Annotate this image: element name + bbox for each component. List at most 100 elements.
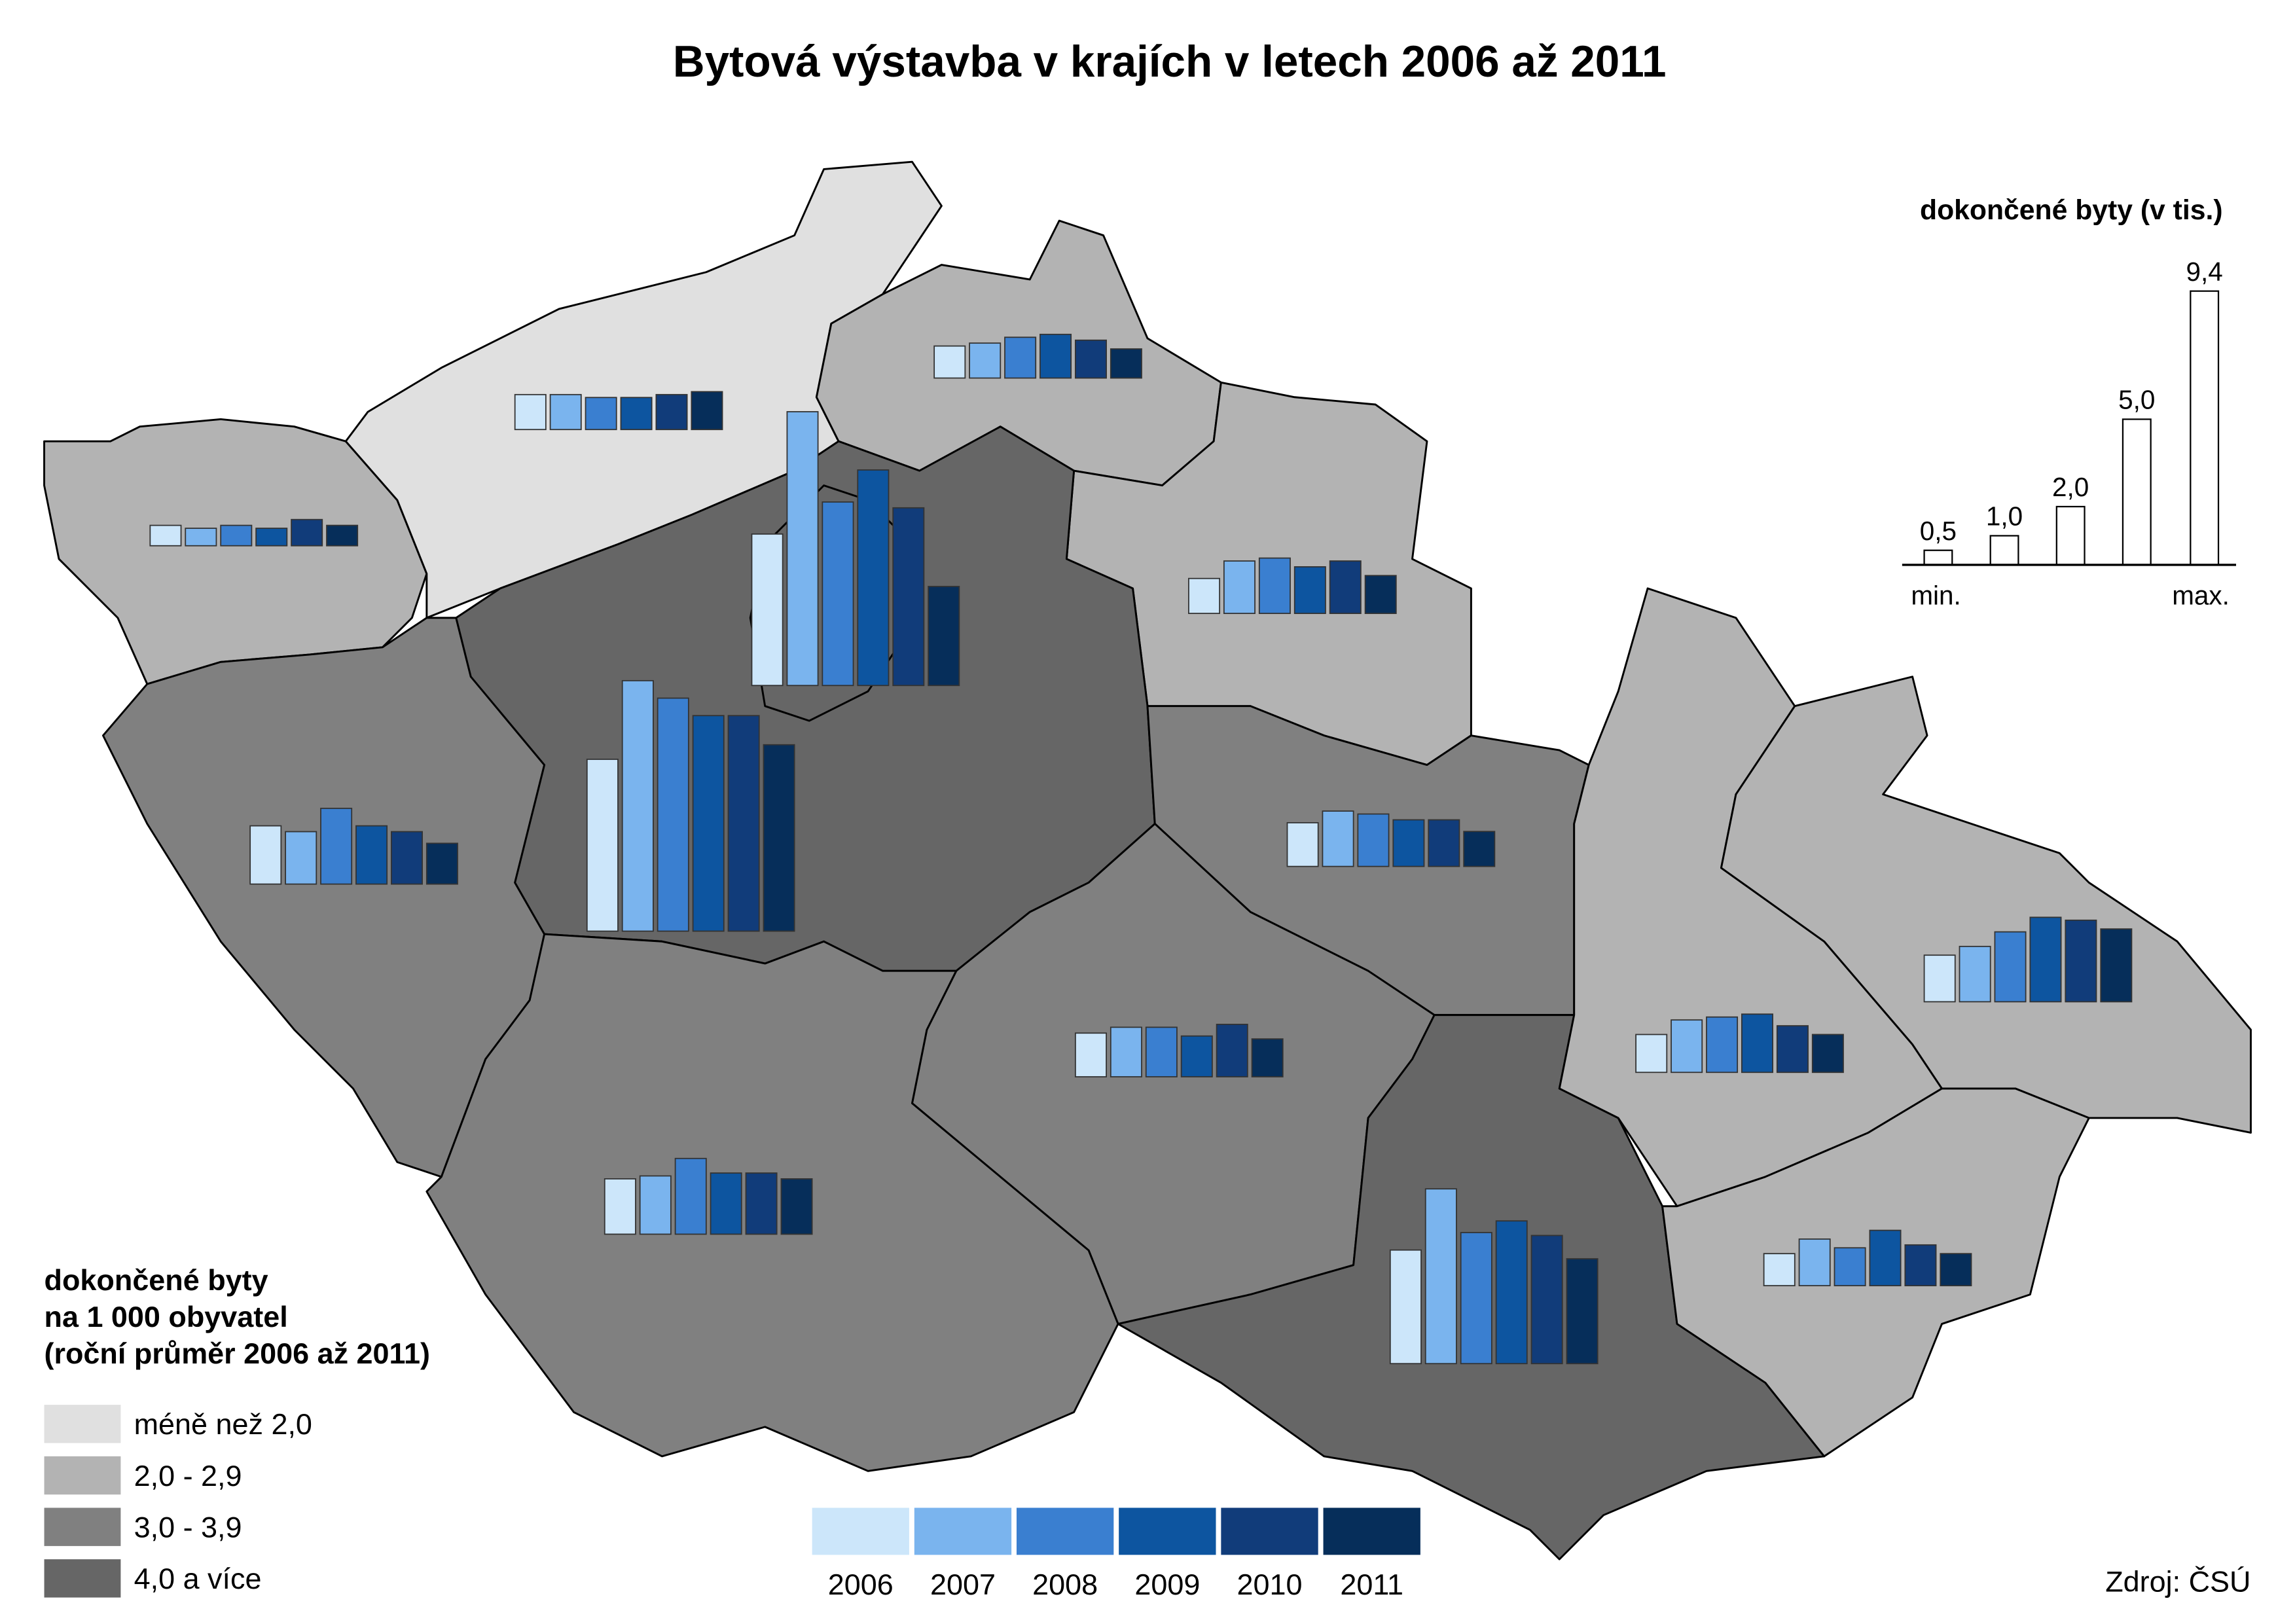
year-swatch <box>1016 1507 1114 1555</box>
size-bar <box>2122 418 2152 566</box>
region <box>1720 676 2252 1134</box>
legend-swatch <box>44 1507 121 1546</box>
year-swatch <box>914 1507 1012 1555</box>
bar <box>1706 1016 1739 1074</box>
size-label: 9,4 <box>2186 257 2223 287</box>
bar <box>1994 931 2027 1003</box>
size-label: 2,0 <box>2052 472 2089 502</box>
bar <box>1293 566 1326 615</box>
bar <box>655 393 688 431</box>
bar <box>1495 1220 1528 1365</box>
bar <box>291 518 323 547</box>
bar <box>692 715 725 932</box>
bar <box>710 1172 742 1235</box>
legend-title: (roční průměr 2006 až 2011) <box>45 1337 430 1370</box>
year-swatch <box>1119 1507 1216 1555</box>
bar <box>786 411 819 687</box>
bar <box>585 397 617 431</box>
bar <box>1074 339 1107 379</box>
legend-swatch <box>44 1456 121 1495</box>
bar <box>2065 919 2097 1003</box>
size-bar <box>1989 535 2019 566</box>
bar <box>1188 577 1221 615</box>
year-label: 2010 <box>1237 1568 1303 1601</box>
bar <box>586 759 619 932</box>
bar <box>2029 916 2062 1003</box>
bar <box>691 391 723 431</box>
size-max-label: max. <box>2172 581 2230 611</box>
year-label: 2011 <box>1340 1568 1403 1601</box>
bar <box>1530 1235 1563 1365</box>
legend-swatch <box>44 1405 121 1443</box>
bar <box>1671 1019 1703 1074</box>
legend-swatch <box>44 1559 121 1598</box>
legend-title: na 1 000 obyvatel <box>45 1300 288 1333</box>
size-label: 1,0 <box>1986 501 2023 532</box>
bar <box>780 1178 813 1235</box>
year-swatch <box>1221 1507 1318 1555</box>
bar <box>1329 560 1362 615</box>
bar <box>1811 1034 1844 1074</box>
bar <box>892 507 925 687</box>
bar <box>1110 348 1142 379</box>
legend-label: 4,0 a více <box>134 1562 262 1595</box>
legend-label: méně než 2,0 <box>134 1407 312 1441</box>
bar <box>657 697 689 932</box>
bar <box>326 524 359 547</box>
bar <box>1463 831 1496 867</box>
year-label: 2009 <box>1134 1568 1200 1601</box>
bar <box>1776 1025 1809 1074</box>
map <box>43 160 2252 1561</box>
legend-title: dokončené byty <box>45 1263 268 1297</box>
year-label: 2006 <box>828 1568 894 1601</box>
bar <box>1428 819 1460 867</box>
chart-title: Bytová výstavba v krajích v letech 2006 … <box>673 37 1667 86</box>
bar <box>1798 1238 1831 1287</box>
bar <box>1110 1026 1142 1077</box>
bar <box>285 831 317 885</box>
size-label: 5,0 <box>2118 385 2155 415</box>
bar <box>604 1178 636 1235</box>
bar <box>320 808 353 885</box>
bar <box>763 744 795 932</box>
bar <box>1741 1013 1773 1074</box>
bar <box>249 825 282 885</box>
bar <box>1223 560 1256 615</box>
bar <box>639 1175 672 1235</box>
year-swatch <box>812 1507 909 1555</box>
bar <box>2100 928 2133 1003</box>
legend-label: 2,0 - 2,9 <box>134 1459 242 1492</box>
bar <box>1635 1034 1668 1074</box>
year-label: 2008 <box>1032 1568 1098 1601</box>
bar <box>185 528 217 547</box>
bar <box>1566 1258 1599 1365</box>
bar <box>1923 954 1956 1003</box>
bar <box>1258 557 1291 615</box>
bar <box>857 469 890 687</box>
bar <box>822 501 854 687</box>
bar <box>1322 810 1354 867</box>
bar <box>674 1157 707 1235</box>
bar <box>425 842 458 885</box>
size-bar <box>1923 549 1953 566</box>
legend-label: 3,0 - 3,9 <box>134 1510 242 1543</box>
bar <box>1216 1024 1248 1077</box>
bar <box>1424 1188 1457 1365</box>
bar <box>220 524 253 547</box>
year-label: 2007 <box>930 1568 996 1601</box>
bar <box>1392 819 1425 867</box>
bar <box>1251 1038 1284 1077</box>
bar <box>1364 575 1397 615</box>
size-min-label: min. <box>1911 581 1961 611</box>
bar <box>514 393 547 431</box>
size-legend-title: dokončené byty (v tis.) <box>1920 194 2223 226</box>
bar <box>621 679 654 932</box>
size-bar <box>2055 505 2086 566</box>
bar <box>549 393 582 431</box>
bar <box>933 345 966 379</box>
bar <box>1834 1247 1866 1287</box>
bar <box>751 533 784 687</box>
region <box>43 418 428 685</box>
source: Zdroj: ČSÚ <box>2105 1565 2250 1598</box>
